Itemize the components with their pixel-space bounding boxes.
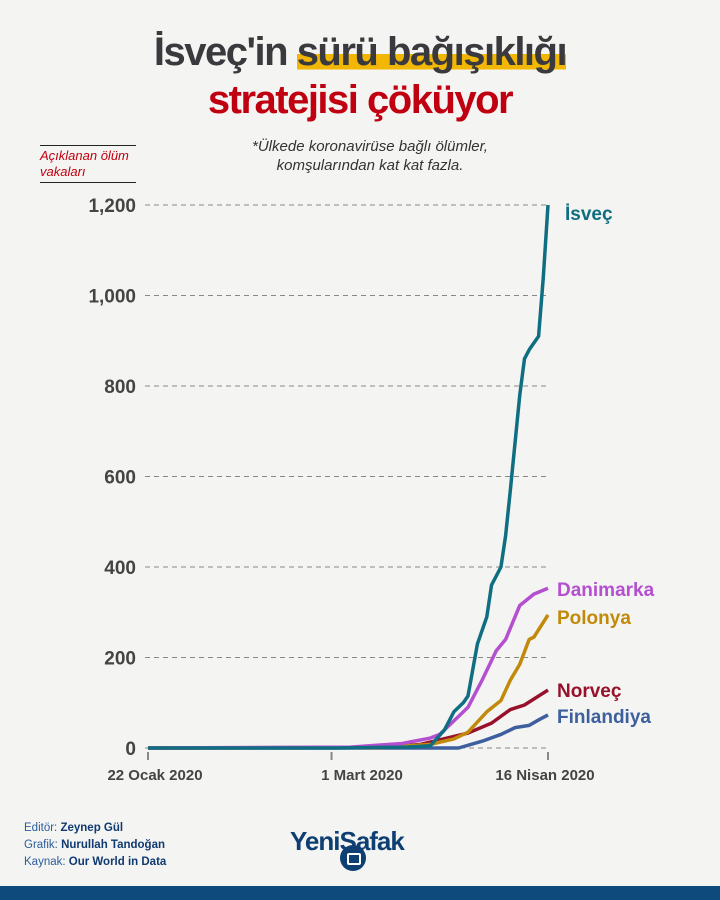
y-tick-label: 1,200 — [88, 196, 136, 217]
series-line-polonya — [147, 614, 550, 750]
legend-label: Finlandiya — [557, 707, 651, 728]
graphic-label: Grafik: — [24, 839, 58, 851]
y-tick-label: 400 — [104, 558, 136, 579]
x-tick-label: 16 Nisan 2020 — [495, 767, 594, 784]
legend-label: Norveç — [557, 681, 622, 702]
series-line-finlandiya — [148, 713, 549, 750]
legend-label: İsveç — [565, 204, 613, 225]
y-tick-label: 200 — [104, 649, 136, 670]
x-tick-label: 1 Mart 2020 — [321, 767, 403, 784]
graphic-name: Nurullah Tandoğan — [61, 839, 165, 851]
legend-label: Danimarka — [557, 580, 655, 601]
title-line1: İsveç'in sürü bağışıklığı — [0, 30, 720, 74]
editor-label: Editör: — [24, 822, 58, 834]
source-name: Our World in Data — [68, 856, 167, 868]
series-line-danimarka — [147, 586, 549, 750]
source-label: Kaynak: — [24, 856, 66, 868]
footer-bar — [0, 886, 720, 900]
line-chart: 0 200 400 600 800 1,000 1,200 22 Ocak 2020 1 Mar… — [88, 196, 655, 784]
subtitle: *Ülkede koronavirüse bağlı ölümler, komş… — [252, 138, 488, 174]
title-part1: İsveç'in — [153, 30, 297, 74]
y-tick-label: 800 — [104, 377, 136, 398]
y-tick-label: 1,000 — [88, 287, 136, 308]
series-line-i̇sveç — [148, 204, 550, 750]
x-tick-label: 22 Ocak 2020 — [107, 767, 202, 784]
title-highlight: sürü bağışıklığı — [296, 30, 568, 74]
legend-label: Polonya — [557, 608, 631, 629]
y-tick-label: 0 — [125, 739, 136, 760]
editor-name: Zeynep Gül — [60, 822, 124, 834]
y-tick-label: 600 — [104, 468, 136, 489]
title-line2: stratejisi çöküyor — [207, 78, 514, 122]
y-axis-label: Açıklanan ölüm vakaları — [40, 145, 136, 183]
credits: Editör: Zeynep Gül Grafik: Nurullah Tand… — [24, 820, 166, 871]
camera-icon — [340, 845, 366, 871]
